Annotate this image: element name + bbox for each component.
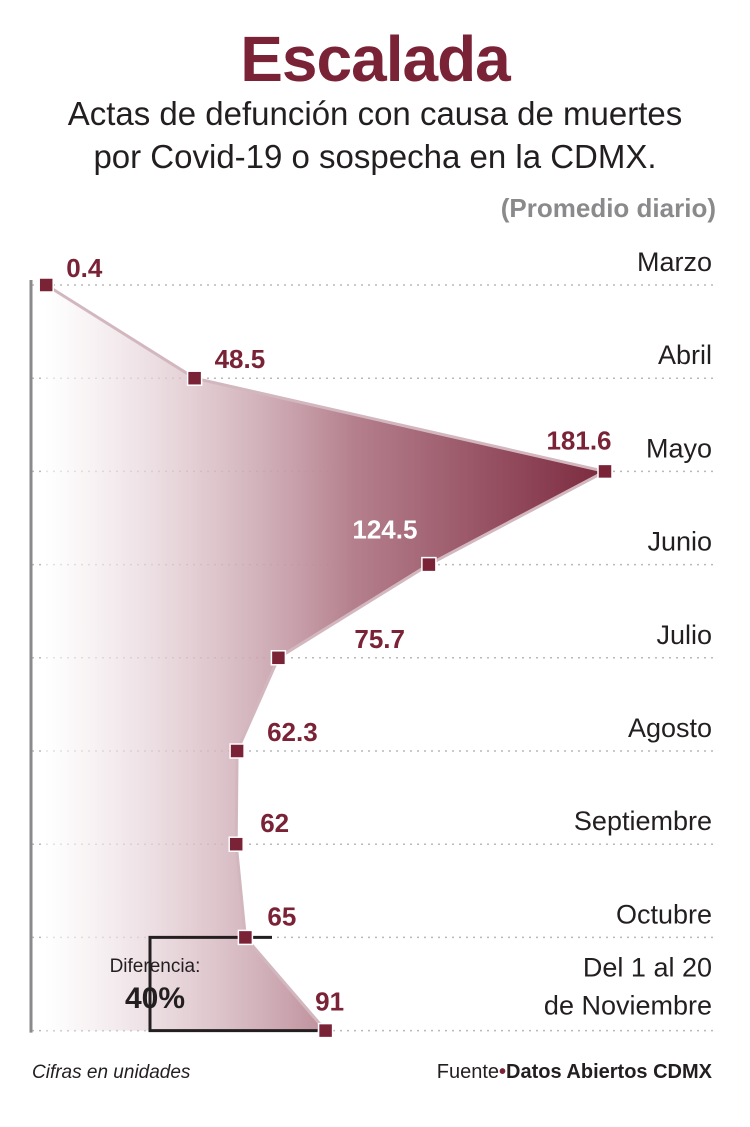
data-point-5 (229, 743, 245, 759)
difference-bracket (148, 935, 318, 1033)
data-point-6 (228, 836, 244, 852)
chart-title: Escalada (240, 23, 511, 95)
chart-area: Diferencia: 40% 0.4 48.5 181.6 124.5 75.7 62.3 6… (29, 247, 716, 1039)
data-label-3: 124.5 (352, 515, 417, 545)
annotation-label: Diferencia: (110, 956, 201, 977)
chart-subtitle: Actas de defunción con causa de muertes … (0, 92, 750, 178)
data-label-4: 75.7 (354, 624, 405, 654)
category-label-2: Mayo (646, 433, 712, 463)
data-point-3 (421, 556, 437, 573)
category-label-8-1: de Noviembre (544, 991, 712, 1021)
data-point-2 (597, 463, 613, 480)
data-label-0: 0.4 (66, 253, 103, 283)
data-label-8: 91 (315, 987, 344, 1017)
annotation-value: 40% (125, 982, 185, 1015)
data-point-8 (317, 1022, 334, 1039)
category-label-5: Agosto (628, 713, 712, 743)
category-label-4: Julio (656, 620, 712, 650)
category-label-7: Octubre (616, 899, 712, 929)
data-point-0 (38, 277, 54, 293)
data-label-6: 62 (260, 808, 289, 838)
source-name: Datos Abiertos CDMX (506, 1061, 712, 1083)
data-label-5: 62.3 (267, 717, 318, 747)
source-credit: Fuente•Datos Abiertos CDMX (437, 1061, 712, 1084)
data-label-7: 65 (267, 901, 296, 931)
subtitle-line-2: por Covid-19 o sospecha en la CDMX. (93, 138, 657, 175)
footnote: Cifras en unidades (32, 1062, 191, 1083)
data-point-4 (270, 650, 287, 666)
category-label-8-0: Del 1 al 20 (583, 953, 712, 983)
data-label-2: 181.6 (546, 425, 611, 455)
category-label-6: Septiembre (574, 806, 712, 836)
data-label-1: 48.5 (215, 344, 266, 374)
unit-label: (Promedio diario) (500, 193, 716, 223)
category-label-0: Marzo (637, 247, 712, 277)
source-prefix: Fuente (436, 1061, 500, 1083)
category-label-3: Junio (647, 527, 712, 557)
source-dot-icon: • (499, 1061, 507, 1083)
area-fill (45, 285, 605, 1031)
data-point-1 (186, 370, 203, 386)
category-label-1: Abril (658, 340, 712, 370)
subtitle-line-1: Actas de defunción con causa de muertes (67, 95, 683, 132)
data-point-7 (237, 929, 254, 946)
